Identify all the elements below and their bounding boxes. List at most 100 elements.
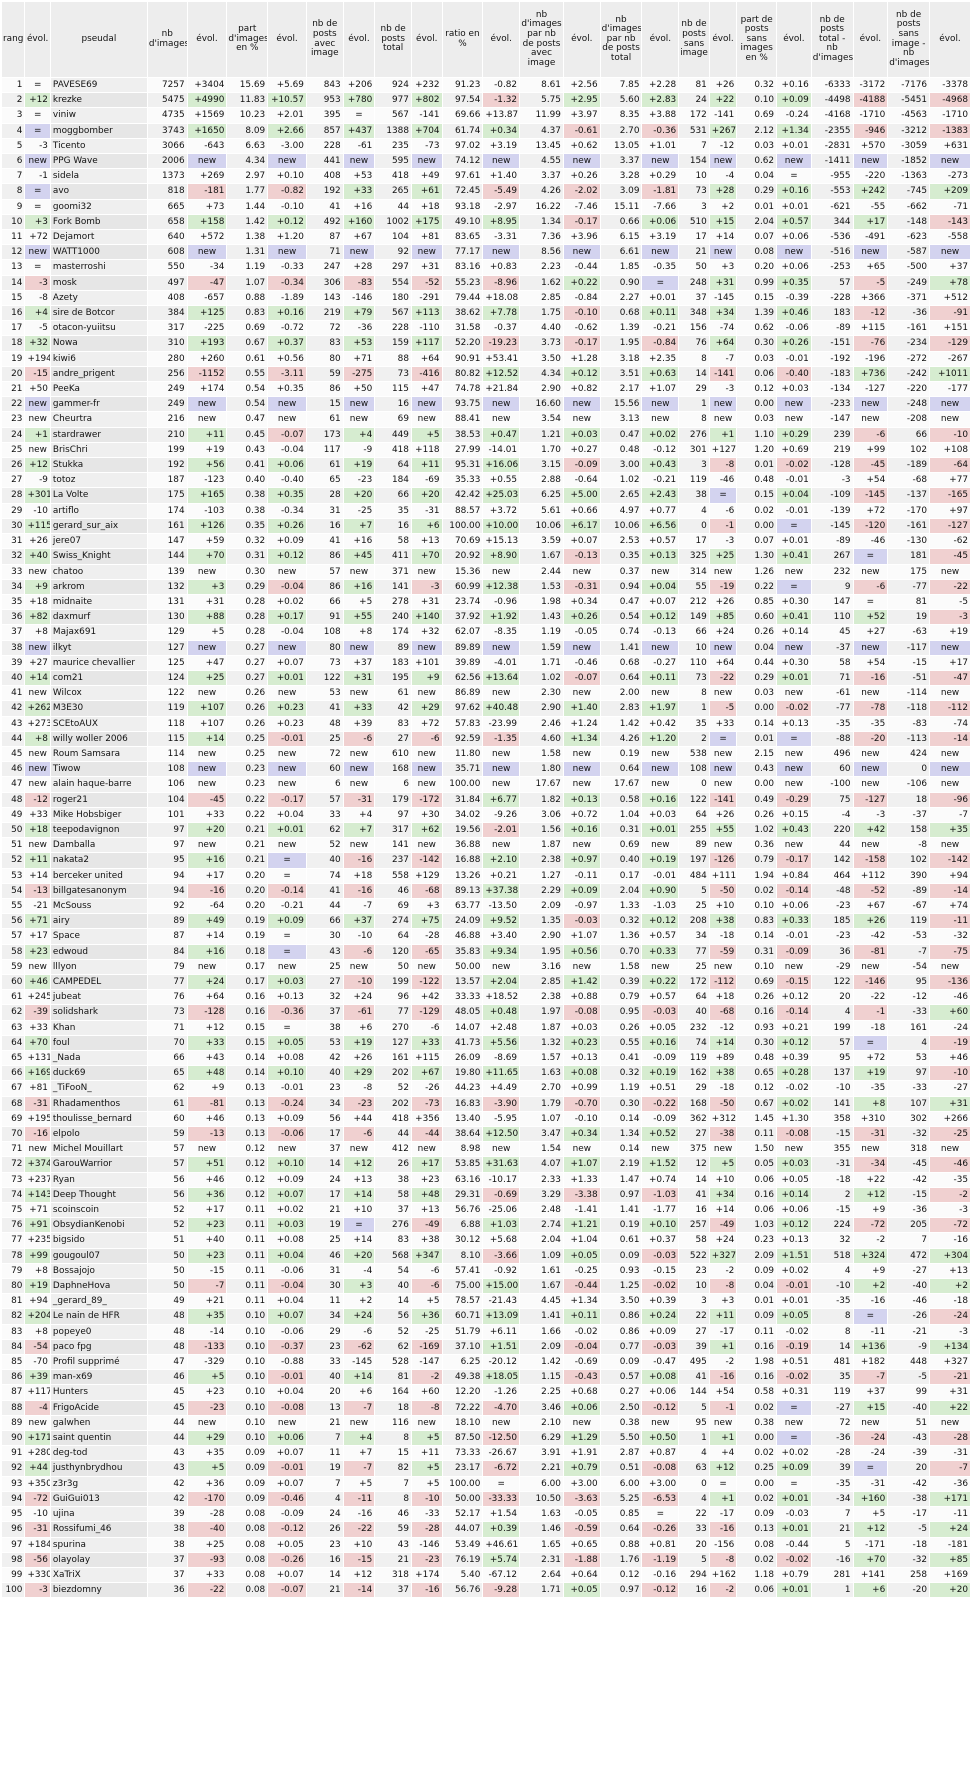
evolution-cell: +49 bbox=[187, 914, 227, 929]
evolution-cell: -0.25 bbox=[563, 1263, 600, 1279]
value-cell: -3 bbox=[811, 473, 853, 488]
table-row: 5 -3 Ticento 3066 -643 6.63 -3.00 228 -61 235 -73 9… bbox=[2, 138, 970, 154]
value-cell: 33 bbox=[306, 807, 343, 822]
evolution-cell: -110 bbox=[411, 321, 442, 336]
value-cell: 75.00 bbox=[442, 1279, 483, 1294]
evolution-cell: +101 bbox=[411, 655, 442, 670]
value-cell: 1.66 bbox=[520, 1324, 563, 1339]
value-cell: 16.88 bbox=[442, 853, 483, 868]
column-header[interactable]: évol. bbox=[853, 2, 888, 77]
column-header[interactable]: évol. bbox=[187, 2, 227, 77]
value-cell: 1.59 bbox=[520, 640, 563, 655]
value-cell: -553 bbox=[811, 184, 853, 199]
evolution-cell: +174 bbox=[187, 382, 227, 397]
value-cell: 0.55 bbox=[227, 366, 268, 382]
evolution-cell: -0.01 bbox=[777, 1279, 811, 1294]
column-header[interactable]: évol. bbox=[930, 2, 970, 77]
evolution-cell: -0.16 bbox=[642, 1567, 679, 1583]
column-header[interactable]: pseudal bbox=[50, 2, 147, 77]
value-cell: 1.35 bbox=[520, 914, 563, 929]
value-cell: 0.29 bbox=[227, 579, 268, 594]
evolution-cell: +5 bbox=[343, 594, 375, 610]
column-header[interactable]: évol. bbox=[268, 2, 306, 77]
column-header[interactable]: part de posts sans images en % bbox=[737, 2, 777, 77]
value-cell: 4 bbox=[811, 1005, 853, 1020]
evolution-cell: new bbox=[187, 397, 227, 412]
value-cell: 46 bbox=[147, 1370, 187, 1385]
column-header[interactable]: évol. bbox=[642, 2, 679, 77]
value-cell: -109 bbox=[811, 488, 853, 503]
value-cell: 161 bbox=[375, 1051, 411, 1066]
column-header[interactable]: évol. bbox=[709, 2, 737, 77]
evolution-cell: +9 bbox=[853, 1263, 888, 1279]
value-cell: 8 bbox=[375, 1431, 411, 1446]
column-header[interactable]: évol. bbox=[563, 2, 600, 77]
value-cell: 2.74 bbox=[520, 1218, 563, 1233]
value-cell: 84 bbox=[147, 944, 187, 959]
column-header[interactable]: nb de posts sans image bbox=[679, 2, 709, 77]
column-header[interactable]: nb de posts avec image bbox=[306, 2, 343, 77]
value-cell: 257 bbox=[679, 1218, 709, 1233]
evolution-cell: -7.46 bbox=[563, 199, 600, 214]
evolution-cell: +2 bbox=[709, 199, 737, 214]
value-cell: 0.60 bbox=[737, 610, 777, 625]
value-cell: 14 bbox=[375, 1294, 411, 1309]
value-cell: 83.16 bbox=[442, 260, 483, 275]
column-header[interactable]: évol. bbox=[777, 2, 811, 77]
evolution-cell: -0.88 bbox=[268, 1355, 306, 1370]
evolution-cell: +0.02 bbox=[268, 1203, 306, 1218]
column-header[interactable]: évol. bbox=[411, 2, 442, 77]
evolution-cell: +6.11 bbox=[483, 1324, 520, 1339]
column-header[interactable]: évol. bbox=[483, 2, 520, 77]
column-header[interactable]: nb de posts sans image - nb d'images bbox=[888, 2, 930, 77]
evolution-cell: -8.35 bbox=[483, 625, 520, 640]
column-header[interactable]: nb de posts total bbox=[375, 2, 411, 77]
table-row: 34 +9 arkrom 132 +3 0.29 -0.04 86 +16 141 -3 60.99 +… bbox=[2, 579, 970, 594]
table-row: 18 +32 Nowa 310 +193 0.67 +0.37 83 +53 159 +117 52.… bbox=[2, 336, 970, 351]
column-header[interactable]: nb d'images par nb de posts total bbox=[600, 2, 642, 77]
column-header[interactable]: nb d'images bbox=[147, 2, 187, 77]
column-header[interactable]: part d'images en % bbox=[227, 2, 268, 77]
evolution-cell: +12 bbox=[25, 93, 50, 108]
evolution-cell: +3.97 bbox=[563, 108, 600, 123]
column-header[interactable]: nb de posts total - nb d'images bbox=[811, 2, 853, 77]
evolution-cell: +0.09 bbox=[268, 534, 306, 549]
value-cell: 32 bbox=[811, 1233, 853, 1248]
column-header[interactable]: ratio en % bbox=[442, 2, 483, 77]
evolution-cell: new bbox=[343, 564, 375, 579]
evolution-cell: +0.31 bbox=[777, 1385, 811, 1400]
evolution-cell: +60 bbox=[930, 1005, 970, 1020]
rank-cell: 21 bbox=[2, 382, 25, 397]
value-cell: 0.22 bbox=[737, 579, 777, 594]
evolution-cell: +37 bbox=[343, 914, 375, 929]
value-cell: 1.56 bbox=[520, 822, 563, 838]
column-header[interactable]: rang bbox=[2, 2, 25, 77]
value-cell: 2006 bbox=[147, 154, 187, 169]
value-cell: 0.02 bbox=[737, 1552, 777, 1567]
value-cell: 86.89 bbox=[442, 686, 483, 701]
evolution-cell: +0.19 bbox=[642, 853, 679, 868]
value-cell: 40 bbox=[306, 1370, 343, 1385]
evolution-cell: = bbox=[25, 78, 50, 93]
evolution-cell: +21.84 bbox=[483, 382, 520, 397]
table-row: 43 +273 SCEtoAUX 118 +107 0.26 +0.23 48 +39 83 +72… bbox=[2, 716, 970, 731]
evolution-cell: -50 bbox=[709, 883, 737, 898]
value-cell: 318 bbox=[888, 1142, 930, 1157]
evolution-cell: -1.88 bbox=[563, 1552, 600, 1567]
evolution-cell: new bbox=[187, 1415, 227, 1431]
column-header[interactable]: évol. bbox=[25, 2, 50, 77]
value-cell: 0.30 bbox=[227, 564, 268, 579]
value-cell: 184 bbox=[375, 473, 411, 488]
column-header[interactable]: évol. bbox=[343, 2, 375, 77]
evolution-cell: +0.56 bbox=[268, 351, 306, 366]
evolution-cell: -147 bbox=[411, 1355, 442, 1370]
value-cell: 0.26 bbox=[737, 807, 777, 822]
value-cell: 481 bbox=[811, 1355, 853, 1370]
evolution-cell: -7 bbox=[343, 1400, 375, 1415]
value-cell: 122 bbox=[679, 792, 709, 807]
evolution-cell: +117 bbox=[25, 1385, 50, 1400]
table-row: 12 new WATT1000 608 new 1.31 new 71 new 92 new 77.1… bbox=[2, 245, 970, 260]
evolution-cell: +35 bbox=[187, 1446, 227, 1461]
evolution-cell: +0.06 bbox=[642, 214, 679, 230]
column-header[interactable]: nb d'images par nb de posts avec image bbox=[520, 2, 563, 77]
